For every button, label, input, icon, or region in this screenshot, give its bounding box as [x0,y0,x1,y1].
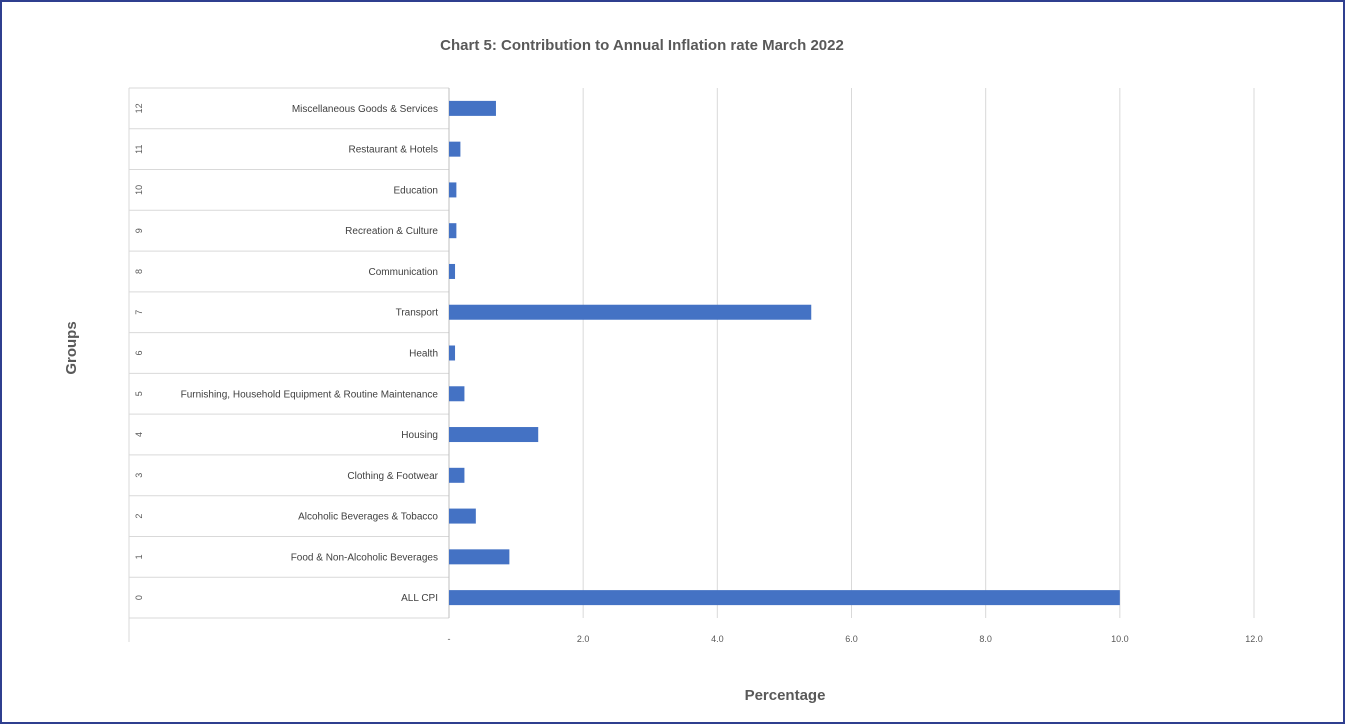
bars [449,100,1120,606]
x-tick-label: 10.0 [1111,634,1129,644]
x-tick-label: 6.0 [845,634,858,644]
category-index-label: 3 [134,473,144,478]
category-index-label: 10 [134,185,144,195]
category-index-label: 6 [134,350,144,355]
bar [449,549,510,565]
category-label: Transport [396,308,439,319]
bar [449,182,457,198]
category-index-label: 11 [134,144,144,153]
category-label: Clothing & Footwear [347,471,438,482]
bar [449,345,456,361]
x-tick-label: - [448,634,451,644]
category-index-label: 2 [134,514,144,519]
x-tick-label: 2.0 [577,634,590,644]
category-index-label: 0 [134,595,144,600]
category-label: Health [409,349,438,360]
x-tick-label: 8.0 [979,634,992,644]
x-axis-title: Percentage [745,687,826,704]
bar [449,427,539,443]
category-label: Furnishing, Household Equipment & Routin… [181,389,439,400]
bar [449,223,457,239]
category-label: Alcoholic Beverages & Tobacco [298,512,438,523]
category-label: Restaurant & Hotels [349,145,439,156]
category-index-label: 7 [134,310,144,315]
category-label: Communication [369,267,438,278]
bar [449,263,456,279]
category-index-label: 4 [134,432,144,437]
category-label: Housing [401,430,438,441]
bar [449,590,1120,606]
bar [449,508,476,524]
x-tick-label: 12.0 [1245,634,1263,644]
category-labels: ALL CPI 0 Food & Non-Alcoholic Beverages 1 A… [134,103,439,604]
category-label: ALL CPI [401,593,438,604]
chart-title: Chart 5: Contribution to Annual Inflatio… [440,37,844,54]
category-index-label: 1 [134,554,144,559]
bar [449,304,812,320]
bar [449,100,496,116]
category-index-label: 12 [134,103,144,113]
x-tick-label: 4.0 [711,634,724,644]
category-index-label: 9 [134,228,144,233]
category-index-label: 8 [134,269,144,274]
bar [449,141,461,157]
bar [449,467,465,483]
y-axis-title: Groups [63,321,80,374]
category-index-label: 5 [134,391,144,396]
x-tick-labels: - 2.0 4.0 6.0 8.0 10.0 12.0 [448,634,1263,644]
category-label: Education [394,185,438,196]
category-label: Miscellaneous Goods & Services [292,104,438,115]
bar [449,386,465,402]
category-label: Food & Non-Alcoholic Beverages [291,552,438,563]
category-label: Recreation & Culture [345,226,438,237]
gridlines [128,87,1255,642]
